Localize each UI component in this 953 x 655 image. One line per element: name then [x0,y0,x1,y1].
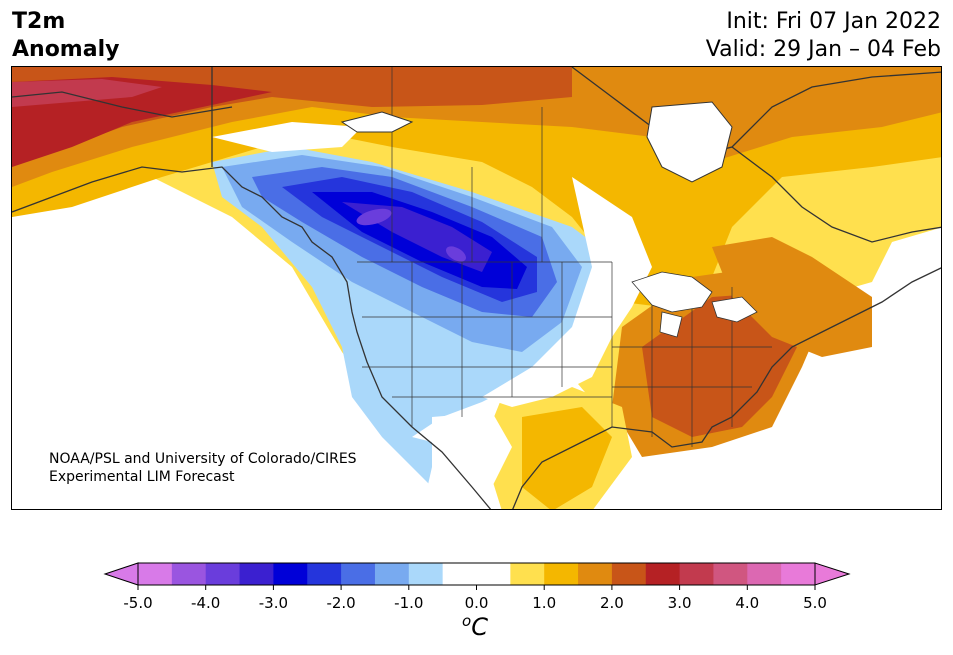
colorbar-segment [273,563,308,585]
colorbar-segment [442,563,477,585]
colorbar-segment [239,563,274,585]
colorbar-tick-label: 3.0 [668,594,692,612]
colorbar-over-arrow [814,562,851,586]
unit-celsius: C [471,613,488,641]
colorbar-segment [476,563,511,585]
colorbar-under-arrow [103,562,139,586]
neutral-anomaly-band [212,122,652,509]
colorbar-tick-label: 0.0 [465,594,489,612]
colorbar-tick-label: -5.0 [123,594,152,612]
colorbar-segment [510,563,545,585]
forecast-dates: Init: Fri 07 Jan 2022 Valid: 29 Jan – 04… [706,8,941,64]
colorbar-segment [679,563,714,585]
colorbar-segment [138,563,173,585]
colorbar-segment [307,563,342,585]
colorbar-segment [171,563,207,585]
colorbar-segment [578,563,613,585]
credit-line-2: Experimental LIM Forecast [49,469,235,485]
map-panel [11,66,942,510]
colorbar-tick-label: 1.0 [532,594,556,612]
colorbar-tick-label: -3.0 [259,594,288,612]
colorbar-tick-label: 4.0 [735,594,759,612]
anomaly-map [12,67,941,509]
colorbar: -5.0 -4.0 -3.0 -2.0 -1.0 0.0 1.0 2.0 3.0 4.0 5.0 [103,562,851,612]
colorbar-segment [645,563,681,585]
colorbar-segment [374,563,410,585]
title-line-2: Anomaly [12,37,120,62]
colorbar-tick-label: 2.0 [600,594,624,612]
colorbar-segments [138,563,816,585]
colorbar-unit-label: oC [462,612,488,641]
credit-line-1: NOAA/PSL and University of Colorado/CIRE… [49,451,357,467]
unit-degree: o [462,612,472,630]
colorbar-segment [713,563,748,585]
colorbar-segment [205,563,241,585]
colorbar-tick-label: 5.0 [803,594,827,612]
hudson-bay [340,101,733,183]
init-date: Init: Fri 07 Jan 2022 [726,9,941,34]
colorbar-segment [747,563,782,585]
colorbar-segment [408,563,444,585]
valid-date: Valid: 29 Jan – 04 Feb [705,37,941,62]
colorbar-segment [781,563,816,585]
colorbar-segment [611,563,647,585]
map-title: T2m Anomaly [12,8,119,64]
great-lakes [631,271,758,338]
colorbar-ticks: -5.0 -4.0 -3.0 -2.0 -1.0 0.0 1.0 2.0 3.0 4.0 5.0 [123,585,827,612]
map-linework [12,67,941,509]
colorbar-tick-label: -2.0 [326,594,355,612]
title-line-1: T2m [12,9,66,34]
colorbar-segment [544,563,579,585]
credit-text: NOAA/PSL and University of Colorado/CIRE… [49,450,357,486]
colorbar-segment [341,563,376,585]
colorbar-tick-label: -4.0 [191,594,220,612]
colorbar-tick-label: -1.0 [394,594,423,612]
